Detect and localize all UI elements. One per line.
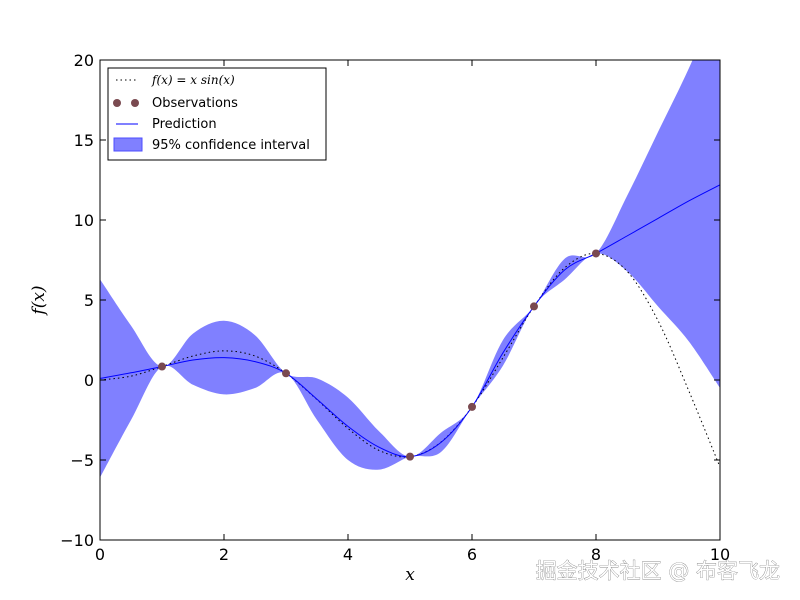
x-tick-label: 8 bbox=[591, 545, 601, 564]
observation-point bbox=[282, 369, 290, 378]
observation-point bbox=[406, 452, 414, 461]
y-tick-label: −10 bbox=[60, 531, 94, 550]
confidence-interval-layer bbox=[100, 60, 720, 478]
y-axis-label: f(x) bbox=[29, 285, 49, 316]
watermark-text: 掘金技术社区 @ 布客飞龙 bbox=[536, 559, 780, 583]
observation-point bbox=[592, 249, 600, 258]
legend-label-confidence: 95% confidence interval bbox=[152, 138, 310, 153]
observation-point bbox=[530, 302, 538, 311]
y-tick-label: 0 bbox=[84, 371, 94, 390]
legend-label-function: f(x) = x sin(x) bbox=[151, 73, 235, 87]
legend-marker-swatch-2 bbox=[131, 99, 139, 107]
x-tick-label: 4 bbox=[343, 545, 353, 564]
y-tick-label: −5 bbox=[70, 451, 94, 470]
confidence-interval-band bbox=[100, 60, 720, 478]
legend-label-prediction: Prediction bbox=[152, 117, 217, 132]
observations-layer bbox=[158, 249, 600, 461]
y-tick-label: 10 bbox=[74, 211, 94, 230]
y-tick-label: 20 bbox=[74, 51, 94, 70]
legend-label-observations: Observations bbox=[152, 96, 238, 111]
x-tick-label: 10 bbox=[710, 545, 730, 564]
y-tick-label: 15 bbox=[74, 131, 94, 150]
y-tick-label: 5 bbox=[84, 291, 94, 310]
x-tick-label: 2 bbox=[219, 545, 229, 564]
legend-box bbox=[107, 67, 327, 161]
observation-point bbox=[158, 362, 166, 371]
x-tick-label: 6 bbox=[467, 545, 477, 564]
legend-confidence-swatch bbox=[113, 137, 143, 152]
x-tick-label: 0 bbox=[95, 545, 105, 564]
ticks-layer: 0 2 4 6 8 10 −10 −5 0 5 10 15 20 bbox=[60, 51, 730, 564]
observation-point bbox=[468, 402, 476, 411]
legend: f(x) = x sin(x) Observations Prediction … bbox=[107, 67, 327, 161]
x-axis-label: x bbox=[405, 565, 415, 585]
legend-marker-swatch-1 bbox=[113, 99, 121, 107]
